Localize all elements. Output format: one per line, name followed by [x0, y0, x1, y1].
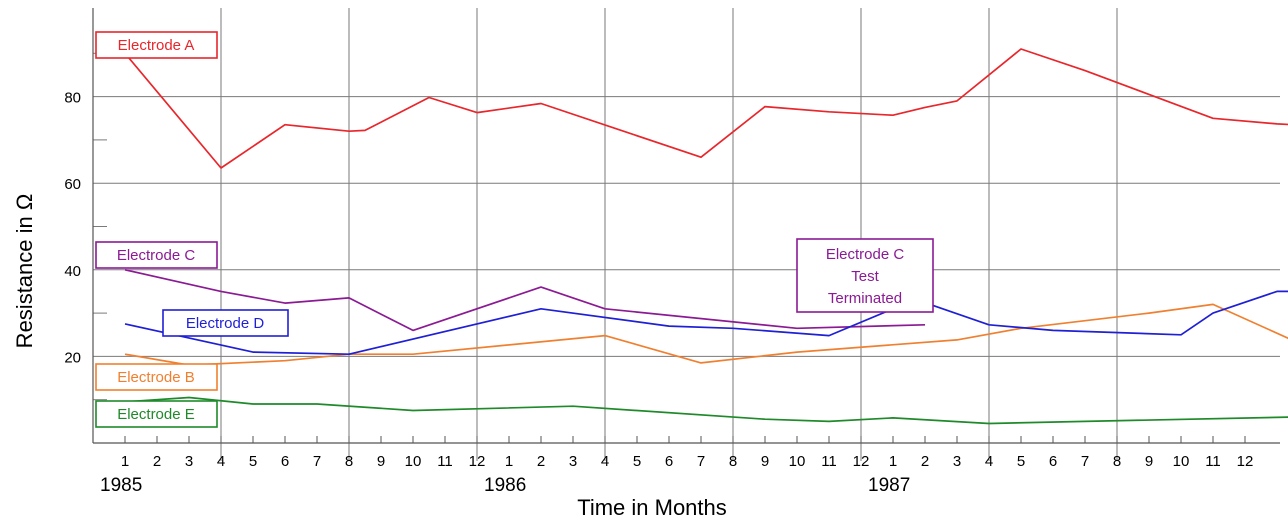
- legend-electrode-d: Electrode D: [162, 309, 289, 337]
- x-tick-label: 6: [665, 453, 673, 470]
- legend-label-electrode-c: Electrode C: [117, 247, 196, 264]
- x-tick-label: 10: [405, 453, 422, 470]
- legend-label-electrode-b: Electrode B: [117, 369, 195, 386]
- x-tick-label: 5: [1017, 453, 1025, 470]
- series-group: [124, 48, 1288, 425]
- x-tick-label: 2: [537, 453, 545, 470]
- x-tick-label: 3: [569, 453, 577, 470]
- x-tick-label: 6: [281, 453, 289, 470]
- legend-box-electrode-d: [162, 309, 289, 337]
- x-tick-label: 6: [1049, 453, 1057, 470]
- x-tick-label: 12: [469, 453, 486, 470]
- x-tick-label: 2: [153, 453, 161, 470]
- x-tick-label: 4: [985, 453, 993, 470]
- x-tick-label: 11: [437, 453, 453, 470]
- x-tick-label: 4: [601, 453, 609, 470]
- legend-box-electrode-b: [95, 363, 218, 391]
- x-tick-label: 5: [633, 453, 641, 470]
- x-tick-label: 10: [789, 453, 806, 470]
- y-tick-label: 80: [64, 90, 81, 107]
- legend-label-electrode-e: Electrode E: [117, 406, 195, 423]
- grid: [93, 8, 1280, 461]
- annotation-box: [796, 238, 934, 313]
- x-tick-label: 11: [821, 453, 837, 470]
- legend-box-electrode-c: [95, 241, 218, 269]
- legend-electrode-a: Electrode A: [95, 31, 218, 59]
- x-tick-label: 8: [1113, 453, 1121, 470]
- x-tick-label: 3: [953, 453, 961, 470]
- legend-box-electrode-e: [95, 400, 218, 428]
- x-tick-label: 5: [249, 453, 257, 470]
- x-tick-label: 4: [217, 453, 225, 470]
- annotation-line-2: Test: [851, 268, 879, 285]
- legend-label-electrode-a: Electrode A: [118, 37, 195, 54]
- x-tick-label: 8: [729, 453, 737, 470]
- x-tick-label: 8: [345, 453, 353, 470]
- x-tick-label: 7: [313, 453, 321, 470]
- legend-label-electrode-d: Electrode D: [186, 315, 265, 332]
- x-tick-label: 1: [889, 453, 897, 470]
- legend-electrode-e: Electrode E: [95, 400, 218, 428]
- series-line-electrode-b: [124, 303, 1288, 366]
- x-tick-label: 7: [697, 453, 705, 470]
- year-label: 1987: [868, 475, 910, 496]
- series-line-electrode-e: [124, 396, 1288, 425]
- series-line-electrode-a: [124, 48, 1288, 169]
- annotation-test-terminated: Electrode C Test Terminated: [796, 238, 934, 313]
- x-tick-label: 9: [1145, 453, 1153, 470]
- x-tick-label: 9: [761, 453, 769, 470]
- y-axis-title: Resistance in Ω: [12, 194, 37, 349]
- x-tick-label: 9: [377, 453, 385, 470]
- x-axis-title: Time in Months: [577, 495, 727, 520]
- x-tick-label: 11: [1205, 453, 1221, 470]
- y-tick-label: 20: [64, 349, 81, 366]
- x-tick-label: 10: [1173, 453, 1190, 470]
- legend-electrode-c: Electrode C: [95, 241, 218, 269]
- x-tick-label: 1: [505, 453, 513, 470]
- year-label: 1985: [100, 475, 142, 496]
- x-tick-label: 2: [921, 453, 929, 470]
- x-tick-label: 7: [1081, 453, 1089, 470]
- y-tick-label: 60: [64, 176, 81, 193]
- annotation-line-3: Terminated: [828, 290, 902, 307]
- x-tick-label: 12: [853, 453, 870, 470]
- x-tick-label: 12: [1237, 453, 1254, 470]
- x-tick-label: 3: [185, 453, 193, 470]
- legend-electrode-b: Electrode B: [95, 363, 218, 391]
- x-tick-label: 1: [121, 453, 129, 470]
- axes: [92, 8, 1280, 444]
- y-tick-label: 40: [64, 263, 81, 280]
- year-label: 1986: [484, 475, 526, 496]
- annotation-line-1: Electrode C: [826, 246, 905, 263]
- series-line-electrode-c: [124, 268, 926, 332]
- legend-box-electrode-a: [95, 31, 218, 59]
